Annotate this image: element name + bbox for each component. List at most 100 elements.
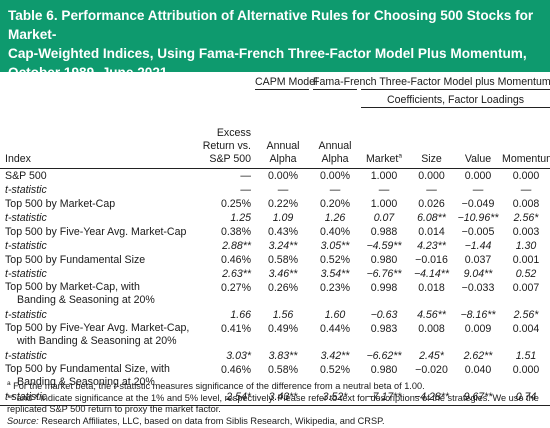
- cell-excess-return: 1.66: [230, 309, 251, 321]
- cell-capm-alpha: 0.22%: [267, 198, 299, 210]
- cell-value: 0.000: [464, 170, 492, 182]
- cell-market: −4.59**: [366, 240, 402, 252]
- cell-value: −0.033: [461, 282, 495, 294]
- cell-momentum: 0.52: [515, 268, 537, 280]
- row-label-t-statistic: t-statistic: [5, 268, 47, 280]
- cell-capm-alpha: 3.83**: [268, 350, 298, 362]
- table-row: t-statistic 3.03* 3.83** 3.42** −6.62** 2.45*…: [0, 349, 550, 363]
- cell-size: 0.018: [418, 282, 445, 294]
- cell-momentum: 1.30: [515, 240, 537, 252]
- cell-momentum: 0.007: [512, 282, 540, 294]
- col-market: Marketa: [359, 107, 409, 169]
- cell-momentum: 0.004: [512, 323, 540, 335]
- cell-market: −7.17**: [359, 390, 409, 406]
- cell-capm-alpha: 0.00%: [267, 170, 299, 182]
- cell-excess-return: 0.38%: [220, 226, 251, 238]
- group-coefficients: Coefficients, Factor Loadings: [356, 89, 550, 108]
- cell-size: −4.14**: [413, 268, 450, 280]
- group-capm: CAPM Model: [255, 72, 317, 90]
- cell-momentum: 1.51: [515, 350, 537, 362]
- cell-size: 0.000: [418, 170, 445, 182]
- cell-size: −0.016: [415, 254, 448, 266]
- cell-capm-alpha: 1.56: [272, 309, 294, 321]
- cell-capm-alpha: 3.46**: [268, 268, 298, 280]
- cell-market: 1.000: [370, 170, 398, 182]
- table-row: Top 500 by Fundamental Size, with Banding…: [0, 363, 550, 390]
- cell-ff-alpha: 0.20%: [319, 198, 351, 210]
- cell-capm-alpha: 0.58%: [267, 364, 299, 376]
- row-label: Top 500 by Five-Year Avg. Market-Cap, wit…: [5, 322, 190, 347]
- cell-excess-return: 3.03*: [226, 350, 251, 362]
- table-row: t-statistic 1.25 1.09 1.26 0.07 6.08** −10.96*…: [0, 211, 550, 225]
- cell-market: 0.998: [370, 282, 398, 294]
- table-row: Top 500 by Market-Cap, with Banding & Sea…: [0, 281, 550, 308]
- cell-excess-return: 2.88**: [222, 240, 251, 252]
- row-label: Top 500 by Fundamental Size, with Banding…: [5, 363, 170, 388]
- cell-momentum: 0.001: [512, 254, 540, 266]
- cell-ff-alpha: 1.60: [324, 309, 346, 321]
- col-size: Size: [409, 107, 454, 169]
- cell-ff-alpha: 3.52*: [311, 390, 359, 406]
- row-label-t-statistic: t-statistic: [5, 184, 47, 196]
- cell-value: −8.16**: [460, 309, 496, 321]
- cell-market: −6.76**: [366, 268, 402, 280]
- cell-size: —: [426, 184, 437, 196]
- cell-capm-alpha: —: [277, 184, 289, 196]
- cell-momentum: 0.003: [512, 226, 540, 238]
- col-index: Index: [0, 107, 192, 169]
- cell-value: 9.67**: [454, 390, 502, 406]
- cell-ff-alpha: 0.52%: [319, 254, 351, 266]
- cell-value: 9.04**: [463, 268, 493, 280]
- cell-ff-alpha: 3.05**: [320, 240, 350, 252]
- cell-excess-return: —: [240, 170, 251, 182]
- cell-capm-alpha: 1.09: [272, 212, 294, 224]
- row-label: Top 500 by Market-Cap: [5, 198, 116, 210]
- cell-excess-return: 0.41%: [220, 323, 251, 335]
- cell-excess-return: 2.63**: [222, 268, 251, 280]
- cell-capm-alpha: 0.49%: [267, 323, 299, 335]
- table-row: S&P 500 — 0.00% 0.00% 1.000 0.000 0.000 0.000: [0, 169, 550, 184]
- cell-value: 0.037: [464, 254, 492, 266]
- cell-excess-return: 1.25: [230, 212, 251, 224]
- col-ff-alpha: Annual Alpha: [311, 107, 359, 169]
- cell-ff-alpha: 3.42**: [320, 350, 350, 362]
- cell-value: −0.005: [461, 226, 495, 238]
- cell-momentum: 0.74: [502, 390, 550, 406]
- table-row: Top 500 by Market-Cap 0.25% 0.22% 0.20% 1.00…: [0, 197, 550, 211]
- cell-ff-alpha: 0.40%: [319, 226, 351, 238]
- cell-ff-alpha: —: [329, 184, 341, 196]
- row-label: Top 500 by Five-Year Avg. Market-Cap: [5, 226, 187, 238]
- cell-ff-alpha: 3.54**: [320, 268, 350, 280]
- cell-value: −1.44: [464, 240, 492, 252]
- attribution-table: CAPM Model Fama-French Three-Factor Mode…: [0, 72, 550, 406]
- footnotes: a For the market beta, the t-statistic m…: [7, 380, 547, 427]
- title-line-2: Cap-Weighted Indices, Using Fama-French …: [8, 46, 527, 61]
- cell-capm-alpha: 3.43**: [255, 390, 311, 406]
- table-row: t-statistic 2.63** 3.46** 3.54** −6.76** −4.1…: [0, 267, 550, 281]
- row-label-t-statistic: t-statistic: [0, 390, 192, 406]
- cell-value: 0.040: [464, 364, 492, 376]
- cell-size: 4.56**: [417, 309, 446, 321]
- table-row: Top 500 by Fundamental Size 0.46% 0.58% 0.5…: [0, 253, 550, 267]
- cell-excess-return: 0.46%: [220, 254, 251, 266]
- cell-capm-alpha: 0.58%: [267, 254, 299, 266]
- row-label-t-statistic: t-statistic: [5, 240, 47, 252]
- cell-ff-alpha: 0.44%: [319, 323, 351, 335]
- cell-size: 0.014: [418, 226, 445, 238]
- cell-momentum: —: [520, 184, 532, 196]
- cell-market: 0.988: [370, 226, 398, 238]
- table-row: Top 500 by Five-Year Avg. Market-Cap, wit…: [0, 322, 550, 349]
- row-label: S&P 500: [5, 170, 47, 182]
- cell-size: 0.008: [418, 323, 445, 335]
- cell-excess-return: 0.25%: [220, 198, 251, 210]
- cell-market: −6.62**: [366, 350, 402, 362]
- cell-market: −0.63: [370, 309, 398, 321]
- cell-size: −4.28**: [409, 390, 454, 406]
- col-value: Value: [454, 107, 502, 169]
- cell-momentum: 0.000: [512, 364, 540, 376]
- table-row: Top 500 by Five-Year Avg. Market-Cap 0.38…: [0, 225, 550, 239]
- cell-size: 2.45*: [419, 350, 444, 362]
- cell-value: 0.009: [464, 323, 492, 335]
- cell-value: 2.62**: [463, 350, 493, 362]
- cell-market: 0.07: [373, 212, 395, 224]
